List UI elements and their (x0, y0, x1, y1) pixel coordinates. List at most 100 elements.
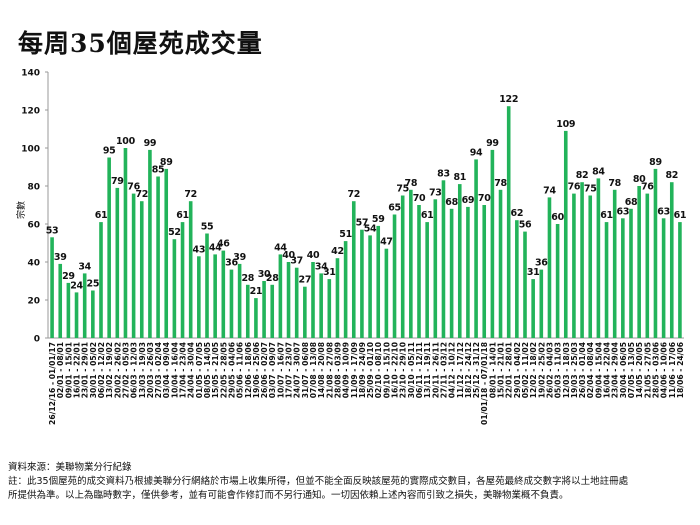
bar (425, 222, 429, 338)
x-tick-label: 23/01 - 29/01 (81, 342, 90, 398)
x-tick-label: 12/03 - 18/03 (562, 342, 571, 398)
bar (82, 273, 87, 338)
bar (384, 248, 389, 338)
data-label: 68 (625, 197, 638, 208)
data-label: 37 (290, 256, 303, 267)
data-label: 81 (453, 172, 466, 183)
x-tick-label: 30/04 - 06/05 (619, 342, 628, 398)
data-label: 69 (462, 195, 475, 206)
bar (604, 222, 609, 338)
bar (303, 286, 307, 338)
x-tick-label: 21/05 - 27/05 (643, 342, 652, 398)
bar (409, 189, 413, 338)
data-label: 100 (116, 136, 136, 147)
bar (661, 218, 666, 338)
x-tick-label: 20/02 - 26/02 (113, 342, 122, 398)
bar (99, 222, 103, 338)
bar (498, 189, 503, 338)
data-label: 78 (405, 178, 418, 189)
bar (131, 193, 136, 338)
x-tick-label: 06/03 - 12/03 (130, 342, 139, 398)
x-tick-label: 28/05 - 03/06 (651, 342, 660, 398)
data-label: 68 (445, 197, 458, 208)
x-tick-label: 03/04 - 09/04 (162, 342, 171, 398)
bar (66, 282, 71, 338)
data-label: 75 (584, 184, 597, 195)
x-tick-label: 23/10 - 29/10 (399, 342, 408, 398)
bar (400, 195, 405, 338)
bar (335, 258, 340, 338)
x-tick-label: 26/02 - 04/03 (545, 342, 554, 398)
x-tick-label: 05/02 - 11/02 (521, 342, 530, 398)
x-tick-label: 06/02 - 12/02 (97, 342, 106, 398)
bar (294, 267, 299, 338)
x-tick-label: 29/05 - 04/06 (227, 342, 236, 398)
x-tick-label: 11/09 - 17/09 (350, 342, 359, 398)
data-label: 62 (511, 208, 524, 219)
data-label: 122 (499, 94, 518, 105)
bar (188, 201, 193, 338)
bar (286, 262, 291, 338)
data-label: 21 (250, 286, 263, 297)
data-label: 28 (266, 273, 279, 284)
data-label: 31 (527, 267, 540, 278)
bar (490, 149, 495, 338)
data-label: 72 (184, 189, 197, 200)
x-tick-label: 09/04 - 15/04 (594, 342, 603, 398)
bar (629, 208, 633, 338)
x-tick-label: 18/06 - 24/06 (676, 342, 685, 398)
x-tick-label: 09/10 - 15/10 (382, 342, 391, 398)
bar (270, 284, 275, 338)
x-tick-label: 16/04 - 22/04 (603, 342, 612, 398)
x-tick-label: 21/08 - 27/08 (325, 342, 334, 398)
data-label: 27 (299, 275, 312, 286)
data-label: 76 (568, 182, 581, 193)
data-label: 85 (152, 165, 165, 176)
data-label: 82 (576, 170, 589, 181)
data-label: 72 (347, 189, 360, 200)
data-label: 52 (168, 227, 181, 238)
data-label: 57 (356, 218, 369, 229)
bar (515, 220, 519, 338)
x-tick-label: 26/03 - 01/04 (578, 342, 587, 398)
x-tick-label: 05/03 - 11/03 (554, 342, 563, 398)
data-label: 61 (176, 210, 189, 221)
bar (91, 290, 95, 338)
disclaimer-line-2: 所提供為準。以上為臨時數字，僅供參考，並有可能會作修訂而不另行通知。一切因依賴上… (8, 490, 569, 501)
data-label: 83 (437, 168, 450, 179)
bar (278, 254, 283, 338)
bar (392, 214, 397, 338)
data-label: 40 (307, 250, 320, 261)
x-tick-label: 20/11 - 26/11 (431, 342, 440, 398)
bar (563, 130, 568, 338)
disclaimer-line-1: 註：此35個屋苑的成交資料乃根據美聯分行網絡於市場上收集所得，但並不能全面反映該… (8, 476, 629, 487)
x-tick-label: 02/01 - 08/01 (56, 342, 65, 398)
data-label: 63 (657, 206, 670, 217)
x-tick-label: 04/06 - 10/06 (660, 342, 669, 398)
y-axis-label: 宗數 (15, 201, 27, 219)
x-tick-label: 04/09 - 10/09 (342, 342, 351, 398)
data-label: 29 (62, 271, 75, 282)
data-label: 30 (258, 269, 271, 280)
x-tick-label: 13/03 - 19/03 (138, 342, 147, 398)
bar (457, 184, 462, 338)
bar (572, 193, 576, 338)
bar (580, 182, 584, 338)
data-label: 61 (421, 210, 434, 221)
bar (156, 176, 160, 338)
bar (319, 273, 323, 338)
x-tick-label: 12/06 - 18/06 (244, 342, 253, 398)
data-label: 39 (54, 252, 67, 263)
bar (678, 222, 682, 338)
bar (433, 199, 438, 338)
x-tick-label: 07/05 - 13/05 (627, 342, 636, 398)
data-label: 80 (633, 174, 646, 185)
data-label: 24 (70, 280, 83, 291)
x-tick-label: 01/01/18 - 07/01/18 (480, 342, 489, 425)
bar (172, 239, 177, 338)
data-label: 46 (217, 239, 230, 250)
x-tick-label: 19/02 - 25/02 (537, 342, 546, 398)
bar (197, 256, 201, 338)
data-label: 76 (641, 182, 654, 193)
y-tick-label: 100 (21, 145, 40, 155)
